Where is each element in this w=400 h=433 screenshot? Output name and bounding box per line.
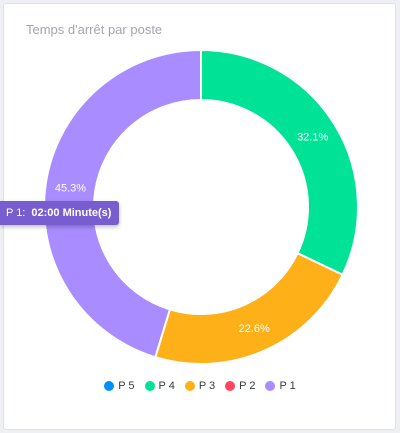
chart-legend: P 5 P 4 P 3 P 2 P 1 <box>0 380 400 392</box>
legend-label: P 4 <box>158 380 175 392</box>
legend-marker <box>225 381 236 391</box>
slice-p1[interactable] <box>43 48 202 359</box>
tooltip-value: 02:00 Minute(s) <box>31 207 112 219</box>
legend-marker <box>265 381 276 391</box>
data-label-p4: 32.1% <box>297 132 328 144</box>
legend-item-p3[interactable]: P 3 <box>184 380 216 392</box>
chart-title: Temps d'arrêt par poste <box>26 22 163 37</box>
legend-marker <box>144 381 155 391</box>
legend-item-p4[interactable]: P 4 <box>144 380 175 392</box>
legend-item-p5[interactable]: P 5 <box>104 380 135 392</box>
legend-marker <box>104 381 115 391</box>
tooltip: P 1: 02:00 Minute(s) <box>0 201 120 225</box>
legend-label: P 5 <box>118 380 135 392</box>
slice-p4[interactable] <box>200 48 359 277</box>
donut-chart: 32.1% 22.6% 45.3% <box>43 48 359 365</box>
legend-label: P 2 <box>239 380 256 392</box>
slice-p3[interactable] <box>154 251 344 365</box>
tooltip-series-label: P 1: <box>6 207 26 219</box>
legend-marker <box>184 381 195 391</box>
legend-item-p2[interactable]: P 2 <box>225 380 255 392</box>
legend-label: P 1 <box>279 380 296 392</box>
legend-item-p1[interactable]: P 1 <box>265 380 296 392</box>
legend-label: P 3 <box>198 380 216 392</box>
data-label-p1: 45.3% <box>55 183 86 195</box>
data-label-p3: 22.6% <box>239 323 270 335</box>
